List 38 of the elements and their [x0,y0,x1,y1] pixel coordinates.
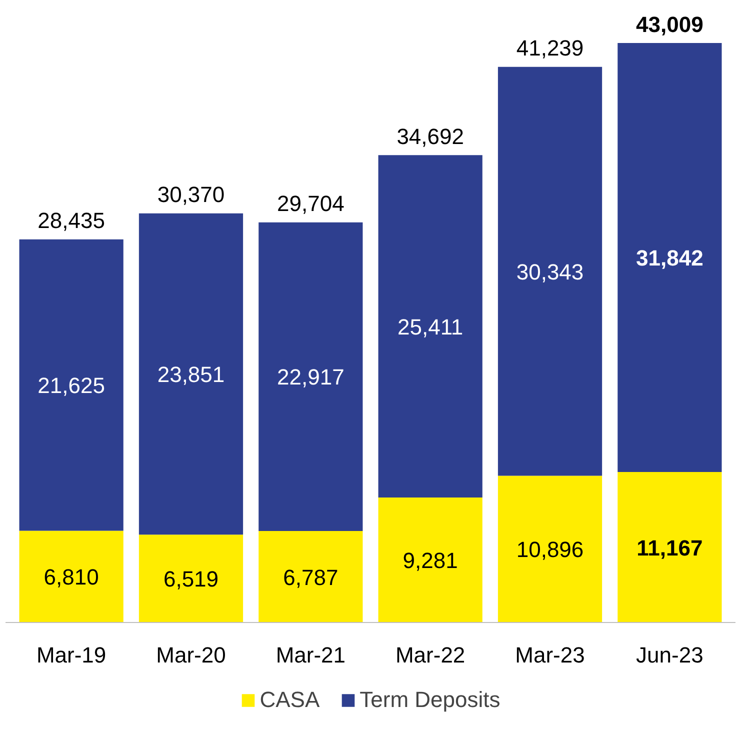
bar [138,534,244,622]
x-tick-label: Mar-20 [156,642,226,668]
bar [258,222,363,532]
x-tick-label: Mar-23 [515,642,585,668]
total-label: 30,370 [157,182,225,208]
total-label: 43,009 [636,12,704,37]
legend-label: CASA [260,687,320,713]
data-label: 6,519 [163,566,219,592]
bar [258,531,363,622]
bar [378,497,482,622]
bar [19,530,124,622]
x-tick-label: Mar-19 [36,642,106,668]
total-label: 41,239 [516,36,584,61]
data-label: 21,625 [38,373,105,398]
data-label: 22,917 [277,364,344,390]
data-label: 10,896 [516,537,584,562]
total-label: 34,692 [396,124,464,149]
data-label: 9,281 [402,548,458,573]
bar [138,213,244,535]
bar [498,66,602,476]
data-label: 11,167 [636,535,703,560]
data-label: 31,842 [636,246,704,271]
bar [378,155,482,498]
x-tick-label: Jun-23 [636,642,704,668]
bar [498,476,602,622]
bar [19,239,124,531]
data-label: 25,411 [398,314,464,340]
bar [618,472,722,622]
data-label: 6,810 [44,564,99,590]
bar [618,43,722,472]
data-label: 23,851 [157,362,225,388]
legend-label: Term Deposits [360,687,500,713]
total-label: 29,704 [277,191,344,216]
data-label: 30,343 [516,259,584,284]
x-tick-label: Mar-21 [276,642,346,668]
data-label: 6,787 [283,564,338,590]
x-tick-label: Mar-22 [395,642,466,668]
total-label: 28,435 [38,208,105,234]
